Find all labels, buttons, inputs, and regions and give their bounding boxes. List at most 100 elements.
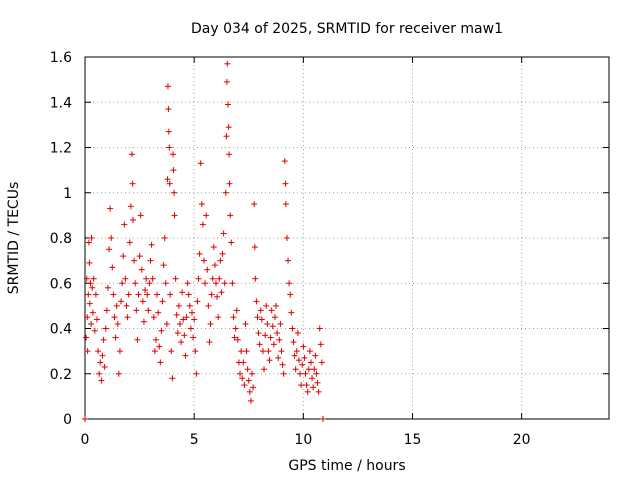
data-point xyxy=(187,325,194,332)
data-point xyxy=(125,291,132,298)
data-point xyxy=(251,201,258,208)
grid-lines xyxy=(85,57,609,419)
data-point xyxy=(191,316,198,323)
data-point xyxy=(285,257,292,264)
data-point xyxy=(112,334,119,341)
data-point xyxy=(103,307,110,314)
data-point xyxy=(120,253,127,260)
data-points xyxy=(82,60,326,422)
data-point xyxy=(267,334,274,341)
data-point xyxy=(280,370,287,377)
data-point xyxy=(83,334,90,341)
data-point xyxy=(213,280,219,287)
data-point xyxy=(194,298,201,305)
data-point xyxy=(184,280,191,287)
data-point xyxy=(115,370,122,377)
data-point xyxy=(164,83,171,90)
data-point xyxy=(114,320,121,327)
data-point xyxy=(144,291,151,298)
data-point xyxy=(139,298,146,305)
data-point xyxy=(90,275,97,282)
data-point xyxy=(246,388,253,395)
data-point xyxy=(244,366,251,373)
data-point xyxy=(243,348,250,355)
x-axis-label: GPS time / hours xyxy=(288,458,405,474)
data-point xyxy=(281,158,288,165)
data-point xyxy=(182,352,189,359)
data-point xyxy=(88,235,95,241)
data-point xyxy=(165,128,172,135)
data-point xyxy=(124,314,131,321)
data-point xyxy=(247,397,254,404)
data-point xyxy=(97,359,104,366)
data-point xyxy=(319,416,326,422)
data-point xyxy=(286,280,293,287)
data-point xyxy=(304,388,311,395)
data-point xyxy=(200,257,207,264)
data-point xyxy=(301,354,308,361)
data-point xyxy=(149,275,156,282)
data-point xyxy=(245,377,252,384)
data-point xyxy=(311,366,318,373)
data-point xyxy=(239,375,246,382)
data-point xyxy=(178,339,185,346)
data-point xyxy=(290,339,297,346)
data-point xyxy=(159,298,166,305)
data-point xyxy=(167,291,174,298)
data-point xyxy=(259,348,266,355)
data-point xyxy=(110,291,117,298)
data-point xyxy=(204,266,211,273)
data-point xyxy=(82,416,88,422)
data-point xyxy=(277,320,284,327)
data-point xyxy=(99,352,106,359)
data-point xyxy=(223,78,230,85)
data-point xyxy=(121,221,128,228)
data-point xyxy=(104,284,111,291)
data-point xyxy=(210,244,217,251)
data-point xyxy=(282,201,289,208)
data-point xyxy=(294,330,301,337)
y-tick-label: 1.6 xyxy=(50,50,72,66)
data-point xyxy=(241,382,248,389)
data-point xyxy=(310,384,317,391)
data-point xyxy=(254,314,261,321)
data-point xyxy=(261,366,268,373)
data-point xyxy=(133,307,140,314)
data-point xyxy=(268,307,275,314)
data-point xyxy=(169,151,176,158)
y-tick-label: 0.6 xyxy=(50,276,72,292)
data-point xyxy=(91,327,98,334)
data-point xyxy=(307,359,314,366)
data-point xyxy=(283,235,290,241)
data-point xyxy=(170,167,177,174)
data-point xyxy=(119,280,126,287)
data-point xyxy=(100,336,107,343)
data-point xyxy=(214,293,221,300)
data-point xyxy=(316,325,323,332)
data-point xyxy=(297,370,304,377)
data-point xyxy=(227,212,234,219)
data-point xyxy=(161,235,168,241)
data-point xyxy=(252,275,259,282)
data-point xyxy=(209,275,216,282)
data-point xyxy=(129,180,136,187)
y-tick-label: 0 xyxy=(63,412,72,428)
data-point xyxy=(317,341,324,348)
data-point xyxy=(289,325,296,332)
data-point xyxy=(83,275,90,282)
data-point xyxy=(206,339,213,346)
data-point xyxy=(250,384,257,391)
data-point xyxy=(278,348,285,355)
data-point xyxy=(95,348,102,355)
y-tick-label: 0.4 xyxy=(50,322,72,338)
data-point xyxy=(223,133,230,140)
data-point xyxy=(315,388,322,395)
data-point xyxy=(217,257,224,264)
data-point xyxy=(169,375,176,382)
data-point xyxy=(263,302,270,309)
data-point xyxy=(203,212,210,219)
data-point xyxy=(146,280,153,287)
data-point xyxy=(84,348,91,355)
data-point xyxy=(173,311,180,318)
data-point xyxy=(303,382,310,389)
